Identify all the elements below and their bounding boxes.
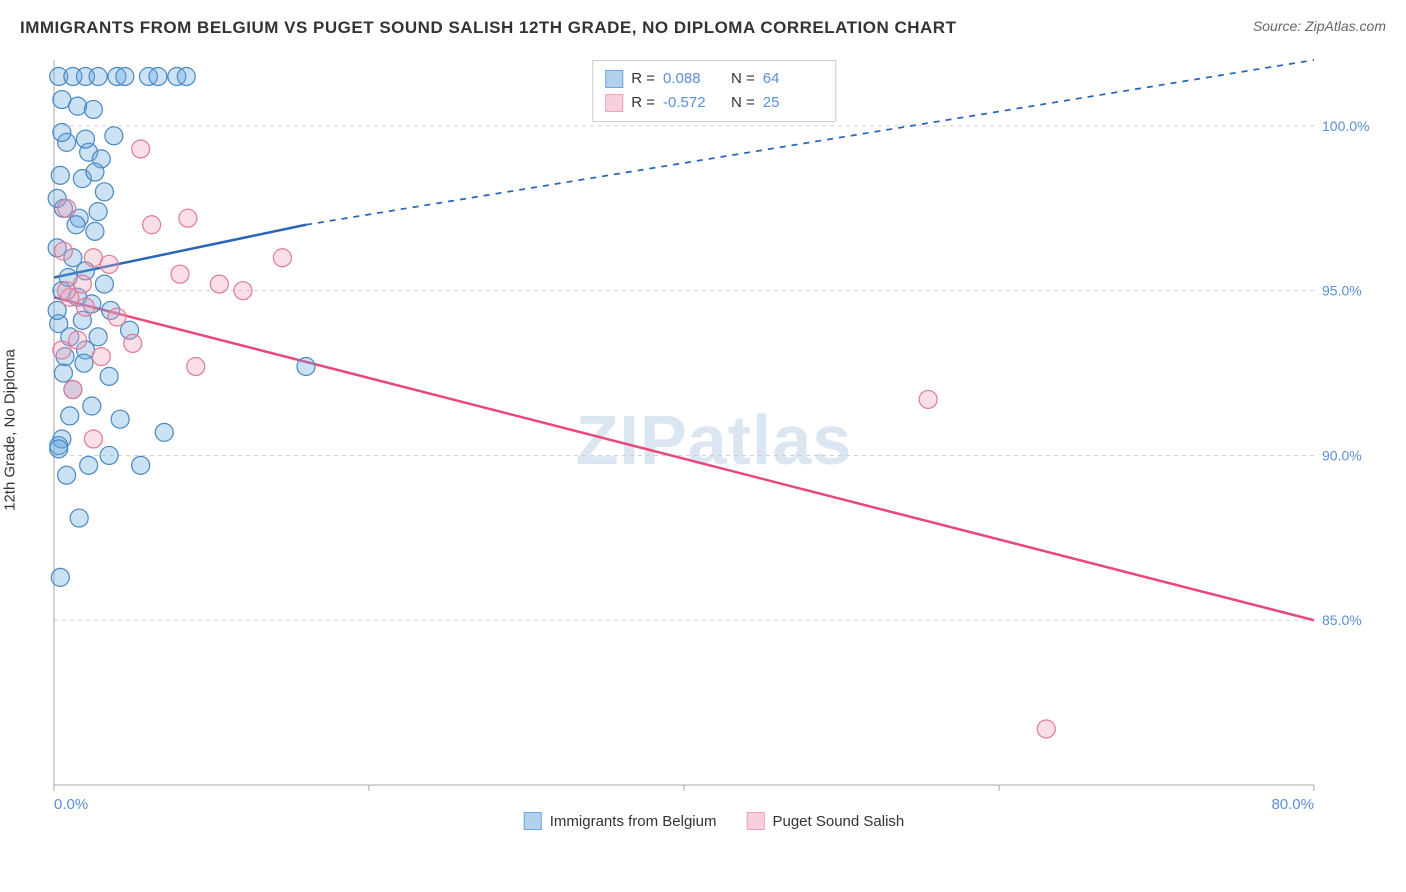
legend-item-0: Immigrants from Belgium [524, 812, 717, 830]
n-label: N = [731, 67, 755, 91]
point-series0 [70, 509, 88, 527]
n-value-0: 64 [763, 67, 823, 91]
legend-label-0: Immigrants from Belgium [550, 813, 717, 830]
point-series1 [124, 334, 142, 352]
point-series1 [1037, 720, 1055, 738]
point-series0 [95, 275, 113, 293]
point-series1 [143, 216, 161, 234]
point-series0 [58, 466, 76, 484]
svg-text:85.0%: 85.0% [1322, 612, 1362, 628]
y-axis-label: 12th Grade, No Diploma [2, 349, 19, 511]
correlation-legend: R = 0.088 N = 64 R = -0.572 N = 25 [592, 60, 836, 122]
svg-text:80.0%: 80.0% [1271, 796, 1314, 813]
svg-text:95.0%: 95.0% [1322, 283, 1362, 299]
correlation-swatch-1 [605, 94, 623, 112]
point-series1 [919, 390, 937, 408]
point-series0 [54, 364, 72, 382]
point-series0 [89, 203, 107, 221]
point-series0 [95, 183, 113, 201]
point-series0 [53, 124, 71, 142]
chart-title: IMMIGRANTS FROM BELGIUM VS PUGET SOUND S… [20, 18, 956, 38]
point-series1 [273, 249, 291, 267]
point-series0 [67, 216, 85, 234]
point-series0 [51, 166, 69, 184]
point-series1 [58, 199, 76, 217]
point-series0 [111, 410, 129, 428]
point-series0 [105, 127, 123, 145]
r-label: R = [631, 67, 655, 91]
point-series0 [86, 222, 104, 240]
legend-bottom: Immigrants from Belgium Puget Sound Sali… [524, 812, 904, 830]
point-series0 [83, 397, 101, 415]
point-series1 [54, 242, 72, 260]
legend-swatch-0 [524, 812, 542, 830]
r-label: R = [631, 91, 655, 115]
legend-swatch-1 [746, 812, 764, 830]
point-series0 [50, 440, 68, 458]
point-series1 [77, 298, 95, 316]
point-series0 [84, 100, 102, 118]
point-series1 [108, 308, 126, 326]
correlation-swatch-0 [605, 70, 623, 88]
legend-label-1: Puget Sound Salish [772, 813, 904, 830]
point-series1 [53, 341, 71, 359]
scatter-plot-svg: 85.0% 90.0% 95.0% 100.0% 0.0% 80.0% [44, 50, 1384, 830]
point-series0 [69, 97, 87, 115]
point-series0 [297, 357, 315, 375]
point-series0 [80, 456, 98, 474]
point-series1 [234, 282, 252, 300]
point-series1 [84, 430, 102, 448]
point-series1 [92, 348, 110, 366]
point-series1 [210, 275, 228, 293]
point-series0 [61, 407, 79, 425]
point-series1 [100, 255, 118, 273]
point-series0 [89, 67, 107, 85]
point-series0 [149, 67, 167, 85]
point-series0 [116, 67, 134, 85]
point-series1 [171, 265, 189, 283]
point-series1 [187, 357, 205, 375]
n-label: N = [731, 91, 755, 115]
point-series1 [73, 275, 91, 293]
point-series0 [100, 367, 118, 385]
point-series1 [69, 331, 87, 349]
point-series0 [86, 163, 104, 181]
point-series0 [155, 423, 173, 441]
source-attribution: Source: ZipAtlas.com [1253, 18, 1386, 34]
point-series0 [51, 568, 69, 586]
point-series0 [100, 446, 118, 464]
point-series0 [77, 130, 95, 148]
chart-area: ZIPatlas 85.0%90.0%95.0%100.0%0.0%80.0% … [44, 50, 1384, 830]
r-value-0: 0.088 [663, 67, 723, 91]
svg-text:90.0%: 90.0% [1322, 447, 1362, 463]
correlation-row-1: R = -0.572 N = 25 [605, 91, 823, 115]
correlation-row-0: R = 0.088 N = 64 [605, 67, 823, 91]
point-series0 [177, 67, 195, 85]
point-series1 [132, 140, 150, 158]
n-value-1: 25 [763, 91, 823, 115]
point-series0 [132, 456, 150, 474]
point-series1 [64, 381, 82, 399]
svg-text:100.0%: 100.0% [1322, 118, 1369, 134]
point-series1 [179, 209, 197, 227]
point-series0 [75, 354, 93, 372]
legend-item-1: Puget Sound Salish [746, 812, 904, 830]
svg-text:0.0%: 0.0% [54, 796, 88, 813]
r-value-1: -0.572 [663, 91, 723, 115]
